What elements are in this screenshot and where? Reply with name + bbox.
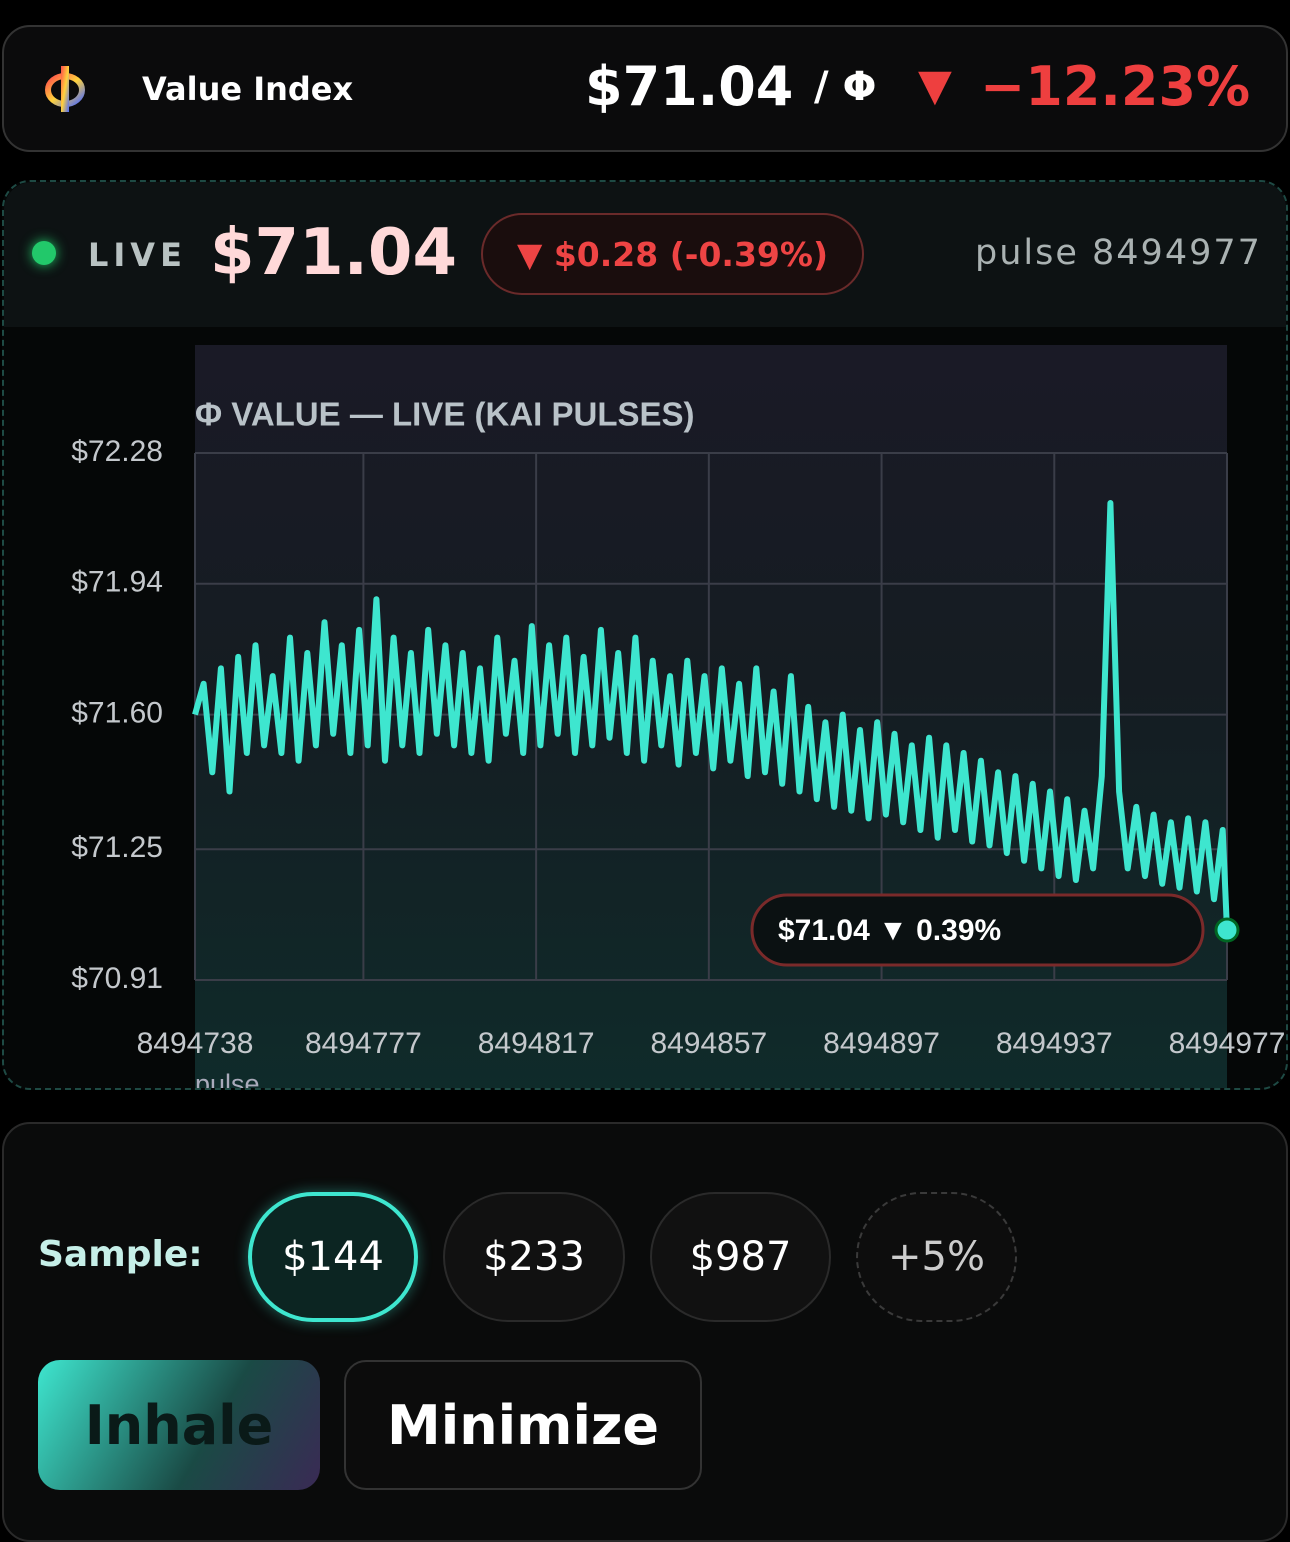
header-card [2,25,1288,152]
x-tick-label: 8494777 [305,1027,422,1060]
live-dot [32,241,56,265]
end-dot [1214,917,1240,943]
x-tick-label: 8494977 [1169,1027,1286,1060]
header-arrow: ▼ [918,60,952,111]
line [192,500,1230,931]
y-tick-label: $72.28 [71,435,163,468]
header-price: $71.04 [585,55,794,118]
y-tick-label: $71.60 [71,696,163,729]
header-unit: / Φ [814,64,877,110]
annotation-pill [750,893,1205,967]
sample-option[interactable]: +5% [856,1192,1017,1322]
x-axis-label: pulse [195,1069,260,1088]
x-tick-label: 8494857 [650,1027,767,1060]
chart-title: Φ VALUE — LIVE (KAI PULSES) [195,396,695,433]
header-change: −12.23% [980,55,1251,118]
x-tick-label: 8494817 [478,1027,595,1060]
x-tick-label: 8494897 [823,1027,940,1060]
annotation: $71.04 ▼ 0.39% [778,914,1001,947]
header-title: Value Index [142,70,354,108]
sample-option[interactable]: $144 [248,1192,418,1322]
y-tick-label: $71.94 [71,566,163,599]
inhale-button[interactable]: Inhale [38,1360,320,1490]
x-tick-label: 8494738 [137,1027,254,1060]
live-change: ▼ $0.28 (-0.39%) [481,213,864,295]
y-tick-label: $71.25 [71,831,163,864]
minimize-button[interactable]: Minimize [344,1360,702,1490]
live-pulse: pulse 8494977 [975,233,1262,273]
y-tick-label: $70.91 [71,962,163,995]
logo [45,66,85,112]
sample-option[interactable]: $987 [650,1192,831,1322]
x-tick-label: 8494937 [996,1027,1113,1060]
sample-option[interactable]: $233 [443,1192,625,1322]
live-label: LIVE [88,236,187,274]
chart: Φ VALUE — LIVE (KAI PULSES) pulse $70.91… [71,345,1286,1088]
live-price: $71.04 [210,216,457,290]
sample-label: Sample: [38,1234,203,1275]
